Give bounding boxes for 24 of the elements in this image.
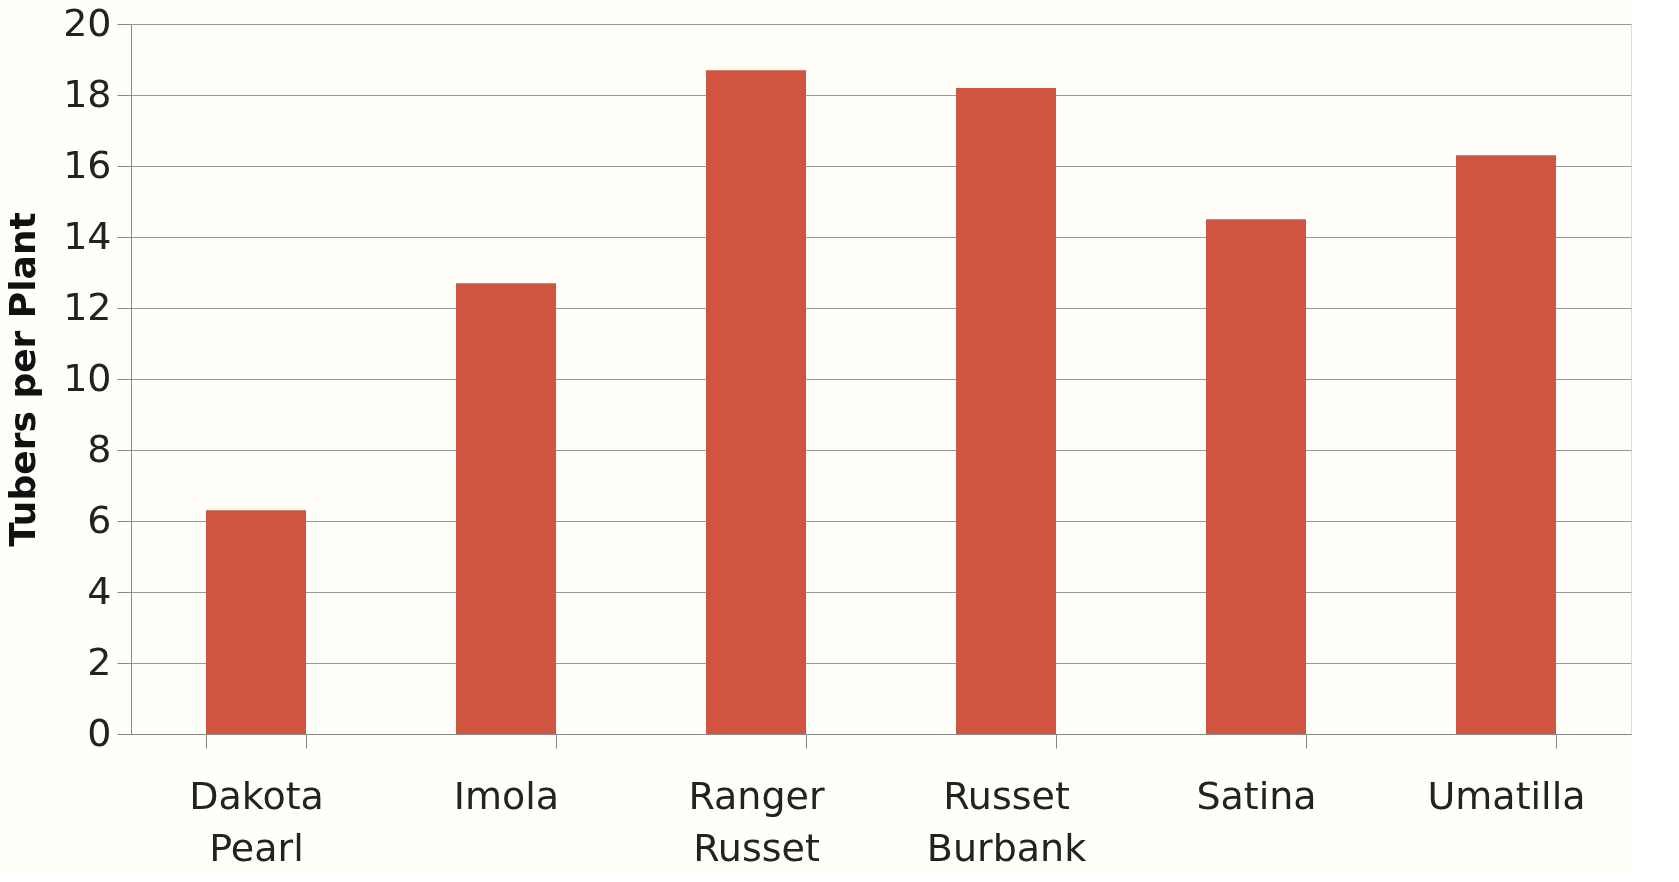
bar bbox=[456, 283, 556, 734]
bar bbox=[206, 510, 306, 734]
x-tick-label: Imola bbox=[453, 773, 560, 818]
bar bbox=[1206, 219, 1306, 734]
x-tick-label: Dakota Pearl bbox=[189, 773, 324, 870]
x-tick-label: Ranger Russet bbox=[688, 773, 825, 870]
bar bbox=[1456, 155, 1556, 734]
y-tick-label: 10 bbox=[63, 355, 112, 400]
bar bbox=[706, 70, 806, 734]
y-tick-label: 2 bbox=[87, 639, 112, 684]
y-tick-label: 0 bbox=[87, 710, 112, 755]
x-tick-label: Russet Burbank bbox=[926, 773, 1087, 870]
y-tick-label: 6 bbox=[87, 497, 112, 542]
x-tick-label: Umatilla bbox=[1427, 773, 1586, 818]
y-axis-title: Tubers per Plant bbox=[2, 212, 44, 547]
y-tick-label: 4 bbox=[87, 568, 112, 613]
y-tick-label: 12 bbox=[63, 284, 112, 329]
y-tick-label: 20 bbox=[63, 0, 112, 45]
y-tick-label: 16 bbox=[63, 142, 112, 187]
y-tick-label: 14 bbox=[63, 213, 112, 258]
x-tick-label: Satina bbox=[1196, 773, 1317, 818]
bar bbox=[956, 87, 1056, 734]
y-tick-label: 8 bbox=[87, 426, 112, 471]
y-tick-label: 18 bbox=[63, 71, 112, 116]
